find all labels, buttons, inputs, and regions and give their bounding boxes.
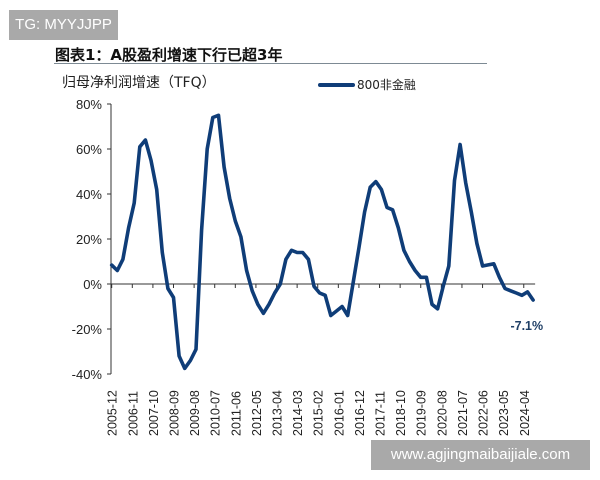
y-tick-label: 20% bbox=[76, 232, 102, 247]
x-tick-label: 2013-04 bbox=[271, 390, 285, 436]
chart-title: 图表1：A股盈利增速下行已超3年 bbox=[55, 46, 283, 64]
x-tick-label: 2023-05 bbox=[497, 390, 511, 436]
x-tick-label: 2012-05 bbox=[250, 390, 264, 436]
x-tick-label: 2024-04 bbox=[518, 390, 532, 436]
legend-swatch bbox=[318, 82, 355, 87]
y-tick-label: 40% bbox=[76, 187, 102, 202]
x-tick-label: 2015-02 bbox=[312, 390, 326, 436]
x-tick-label: 2016-01 bbox=[332, 390, 346, 436]
x-tick-label: 2009-08 bbox=[188, 390, 202, 436]
x-tick-label: 2016-12 bbox=[353, 390, 367, 436]
x-tick-label: 2014-03 bbox=[291, 390, 305, 436]
last-value-label: -7.1% bbox=[510, 319, 543, 333]
x-tick-label: 2006-11 bbox=[126, 391, 140, 436]
y-tick-label: 0% bbox=[83, 277, 102, 292]
y-tick-label: 60% bbox=[76, 142, 102, 157]
x-tick-label: 2005-12 bbox=[106, 390, 120, 436]
x-tick-label: 2011-06 bbox=[229, 391, 243, 436]
y-tick-label: -20% bbox=[72, 322, 103, 337]
legend-label: 800非金融 bbox=[357, 78, 416, 92]
x-tick-label: 2019-09 bbox=[415, 390, 429, 436]
chart-subtitle: 归母净利润增速（TFQ） bbox=[62, 75, 216, 91]
x-tick-label: 2018-10 bbox=[394, 390, 408, 436]
y-tick-label: -40% bbox=[72, 367, 103, 382]
x-tick-label: 2022-06 bbox=[477, 390, 491, 436]
x-tick-label: 2010-07 bbox=[209, 390, 223, 436]
y-tick-label: 80% bbox=[76, 97, 102, 112]
series-line bbox=[109, 113, 535, 371]
watermark-top: TG: MYYJJPP bbox=[9, 10, 118, 40]
x-tick-label: 2008-09 bbox=[168, 390, 182, 436]
x-tick-label: 2020-08 bbox=[435, 390, 449, 436]
x-tick-label: 2017-11 bbox=[374, 391, 388, 436]
legend: 800非金融 bbox=[318, 76, 416, 93]
x-tick-label: 2007-10 bbox=[147, 390, 161, 436]
x-tick-label: 2021-07 bbox=[456, 390, 470, 436]
watermark-bottom: www.agjingmaibaijiale.com bbox=[371, 440, 590, 470]
title-divider bbox=[54, 63, 487, 64]
